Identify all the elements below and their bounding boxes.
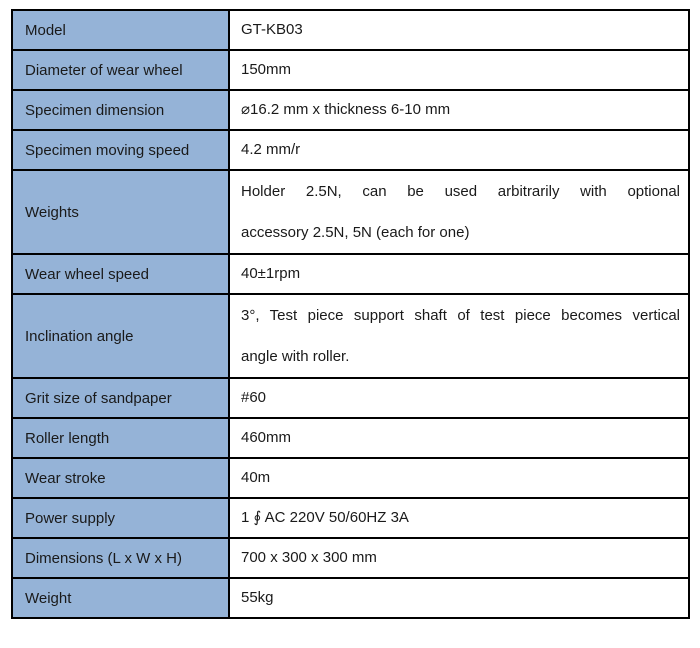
spec-value-line: Holder 2.5N, can be used arbitrarily wit… — [241, 183, 680, 200]
table-row-inclination-angle: Inclination angle 3°, Test piece support… — [11, 293, 690, 379]
table-row-wheel-diameter: Diameter of wear wheel 150mm — [11, 49, 690, 91]
spec-value-line: 1 ∮ AC 220V 50/60HZ 3A — [241, 509, 409, 526]
table-row-grit-size: Grit size of sandpaper #60 — [11, 377, 690, 419]
specification-table: Model GT-KB03 Diameter of wear wheel 150… — [11, 9, 690, 619]
spec-label: Specimen moving speed — [11, 129, 230, 171]
spec-label: Power supply — [11, 497, 230, 539]
spec-value: ⌀16.2 mm x thickness 6-10 mm — [228, 89, 690, 131]
spec-label: Weights — [11, 169, 230, 255]
spec-value-line: 700 x 300 x 300 mm — [241, 549, 377, 566]
spec-value: 40±1rpm — [228, 253, 690, 295]
table-row-weights: Weights Holder 2.5N, can be used arbitra… — [11, 169, 690, 255]
table-row-wear-wheel-speed: Wear wheel speed 40±1rpm — [11, 253, 690, 295]
spec-label: Wear stroke — [11, 457, 230, 499]
spec-value: 460mm — [228, 417, 690, 459]
spec-label: Roller length — [11, 417, 230, 459]
spec-value: #60 — [228, 377, 690, 419]
spec-value: 4.2 mm/r — [228, 129, 690, 171]
spec-value-line: 4.2 mm/r — [241, 141, 301, 158]
spec-value-line: GT-KB03 — [241, 21, 303, 38]
spec-value-line: ⌀16.2 mm x thickness 6-10 mm — [241, 101, 451, 118]
table-row-model: Model GT-KB03 — [11, 9, 690, 51]
spec-label: Inclination angle — [11, 293, 230, 379]
spec-value: 40m — [228, 457, 690, 499]
spec-value: 1 ∮ AC 220V 50/60HZ 3A — [228, 497, 690, 539]
spec-value-line: accessory 2.5N, 5N (each for one) — [241, 224, 470, 241]
spec-value-line: 55kg — [241, 589, 274, 606]
spec-value: 700 x 300 x 300 mm — [228, 537, 690, 579]
spec-value: Holder 2.5N, can be used arbitrarily wit… — [228, 169, 690, 255]
table-row-roller-length: Roller length 460mm — [11, 417, 690, 459]
spec-label: Weight — [11, 577, 230, 619]
spec-value-line: angle with roller. — [241, 348, 350, 365]
spec-label: Model — [11, 9, 230, 51]
spec-value: 150mm — [228, 49, 690, 91]
table-row-wear-stroke: Wear stroke 40m — [11, 457, 690, 499]
table-row-weight: Weight 55kg — [11, 577, 690, 619]
table-row-specimen-moving-speed: Specimen moving speed 4.2 mm/r — [11, 129, 690, 171]
table-row-power-supply: Power supply 1 ∮ AC 220V 50/60HZ 3A — [11, 497, 690, 539]
spec-label: Dimensions (L x W x H) — [11, 537, 230, 579]
spec-value-line: 3°, Test piece support shaft of test pie… — [241, 307, 680, 324]
table-row-dimensions: Dimensions (L x W x H) 700 x 300 x 300 m… — [11, 537, 690, 579]
spec-label: Diameter of wear wheel — [11, 49, 230, 91]
spec-value-line: 150mm — [241, 61, 292, 78]
spec-value-line: #60 — [241, 389, 267, 406]
spec-value-line: 460mm — [241, 429, 292, 446]
spec-value-line: 40±1rpm — [241, 265, 301, 282]
spec-value: GT-KB03 — [228, 9, 690, 51]
spec-value-line: 40m — [241, 469, 271, 486]
spec-label: Wear wheel speed — [11, 253, 230, 295]
spec-label: Grit size of sandpaper — [11, 377, 230, 419]
spec-value: 55kg — [228, 577, 690, 619]
spec-value: 3°, Test piece support shaft of test pie… — [228, 293, 690, 379]
table-row-specimen-dimension: Specimen dimension ⌀16.2 mm x thickness … — [11, 89, 690, 131]
spec-label: Specimen dimension — [11, 89, 230, 131]
